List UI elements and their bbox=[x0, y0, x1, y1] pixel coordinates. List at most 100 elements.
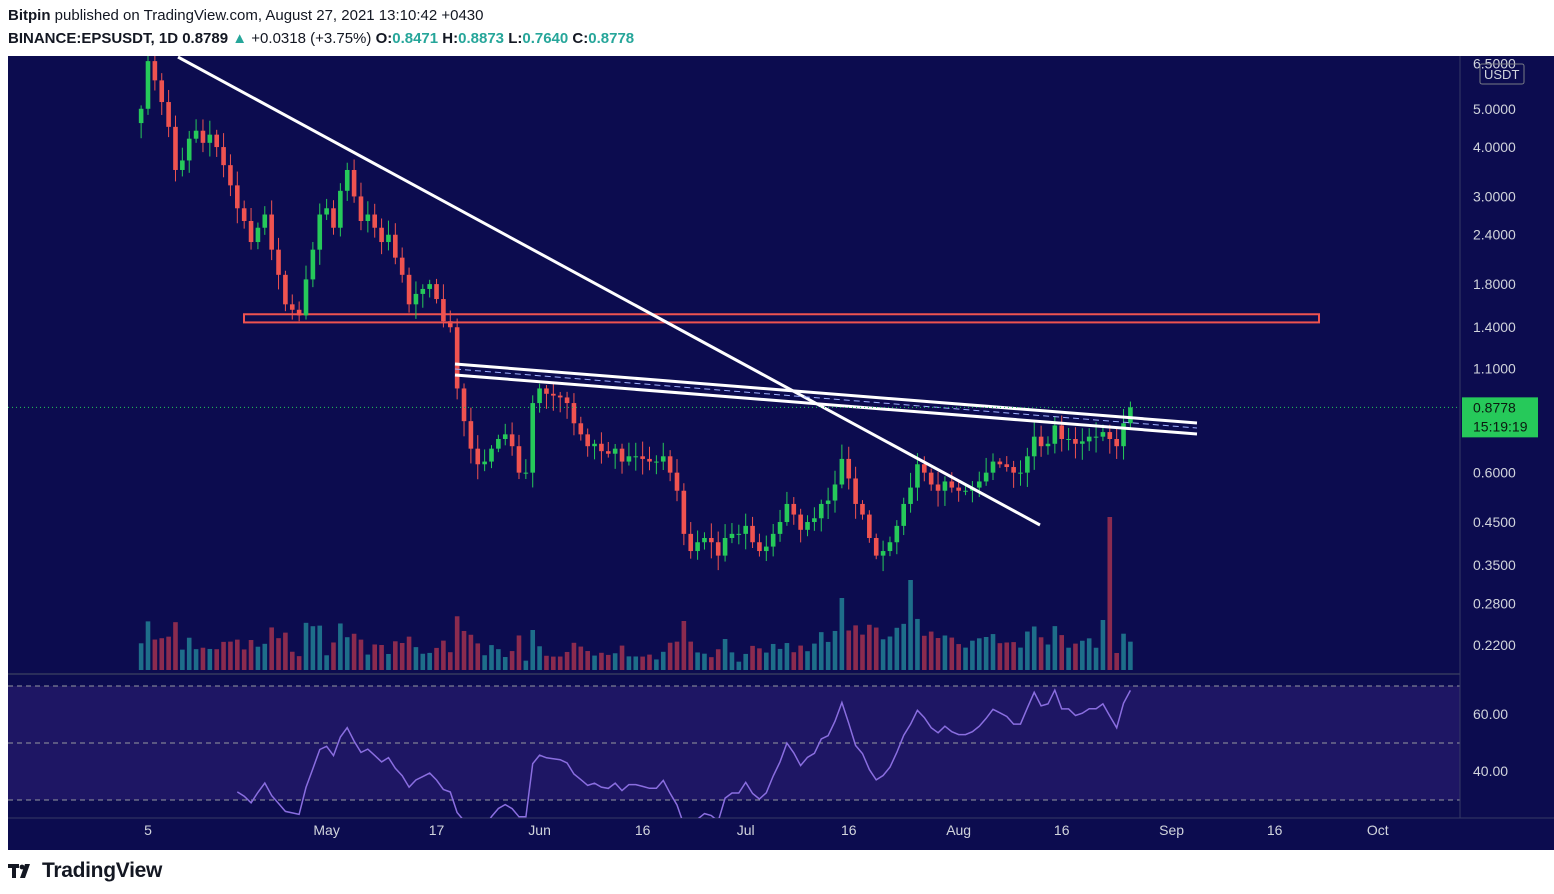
candle-body bbox=[599, 443, 604, 452]
candle-body bbox=[757, 542, 762, 552]
high-value: 0.8873 bbox=[458, 30, 505, 47]
volume-bar bbox=[976, 638, 982, 670]
candle-body bbox=[743, 525, 748, 534]
volume-bar bbox=[461, 630, 467, 670]
volume-bar bbox=[1073, 643, 1078, 670]
volume-bar bbox=[235, 639, 240, 670]
candle-body bbox=[289, 304, 295, 310]
volume-bar bbox=[688, 641, 694, 670]
volume-bar bbox=[228, 641, 233, 670]
candle-body bbox=[283, 274, 288, 305]
price-chart[interactable]: 6.50005.00004.00003.00002.40001.80001.40… bbox=[0, 54, 1554, 850]
volume-bar bbox=[193, 649, 199, 670]
tradingview-brand[interactable]: TradingView bbox=[42, 859, 163, 882]
last-price-label: 0.8778 bbox=[1473, 399, 1516, 415]
close-value: 0.8778 bbox=[588, 30, 635, 47]
candle-body bbox=[750, 525, 755, 543]
x-tick-label: Sep bbox=[1159, 822, 1184, 838]
candle-body bbox=[1080, 441, 1085, 444]
y-tick-label: 3.0000 bbox=[1473, 188, 1516, 204]
volume-bar bbox=[173, 622, 178, 670]
tradingview-logo-icon[interactable] bbox=[8, 863, 36, 879]
volume-bar bbox=[489, 645, 494, 670]
volume-bar bbox=[901, 623, 906, 670]
candle-body bbox=[303, 279, 309, 316]
candle-body bbox=[145, 61, 151, 109]
candle-body bbox=[1128, 407, 1133, 424]
volume-bar bbox=[1025, 631, 1030, 670]
volume-bar bbox=[633, 656, 639, 670]
volume-bar bbox=[667, 642, 673, 670]
volume-bar bbox=[846, 630, 852, 670]
volume-bar bbox=[640, 656, 645, 670]
candle-body bbox=[647, 458, 652, 462]
volume-bar bbox=[709, 657, 714, 670]
candle-body bbox=[853, 478, 858, 504]
volume-bar bbox=[825, 641, 831, 670]
candle-body bbox=[654, 461, 659, 463]
volume-bar bbox=[784, 643, 790, 670]
candle-body bbox=[715, 542, 721, 556]
volume-bar bbox=[1059, 635, 1065, 670]
volume-bar bbox=[551, 656, 556, 670]
volume-bar bbox=[619, 645, 625, 670]
volume-bar bbox=[496, 649, 501, 670]
volume-bar bbox=[145, 621, 151, 670]
candle-body bbox=[605, 451, 611, 454]
candle-body bbox=[420, 288, 426, 294]
volume-bar bbox=[1086, 638, 1092, 670]
x-tick-label: Jun bbox=[528, 822, 551, 838]
candle-body bbox=[592, 443, 597, 447]
channel-mid-line bbox=[454, 368, 1198, 429]
candle-body bbox=[427, 284, 432, 289]
volume-bar bbox=[214, 649, 219, 670]
volume-bar bbox=[1066, 647, 1071, 670]
volume-bar bbox=[255, 646, 261, 670]
candle-body bbox=[915, 464, 920, 488]
x-tick-label: Oct bbox=[1367, 822, 1389, 838]
volume-bar bbox=[702, 653, 707, 670]
author-name[interactable]: Bitpin bbox=[8, 7, 51, 24]
volume-bar bbox=[557, 656, 563, 670]
volume-bar bbox=[399, 643, 405, 670]
candle-body bbox=[846, 458, 852, 479]
x-tick-label: 16 bbox=[635, 822, 651, 838]
candle-body bbox=[365, 214, 371, 221]
volume-bar bbox=[537, 646, 542, 670]
candle-body bbox=[1052, 425, 1058, 444]
x-tick-label: 16 bbox=[1267, 822, 1283, 838]
symbol-label[interactable]: BINANCE:EPSUSDT, 1D bbox=[8, 30, 179, 47]
channel-upper-line bbox=[454, 362, 1198, 425]
volume-bar bbox=[832, 630, 838, 670]
candle-body bbox=[475, 448, 481, 465]
y-tick-label: 1.8000 bbox=[1473, 276, 1516, 292]
open-label: O: bbox=[375, 30, 393, 47]
candle-body bbox=[496, 438, 501, 449]
candle-body bbox=[241, 208, 247, 221]
volume-bar bbox=[715, 649, 721, 670]
candle-body bbox=[818, 503, 824, 519]
candle-body bbox=[935, 484, 941, 491]
low-value: 0.7640 bbox=[522, 30, 569, 47]
candle-body bbox=[702, 538, 707, 543]
candle-body bbox=[248, 220, 254, 243]
candle-body bbox=[255, 227, 261, 243]
volume-bar bbox=[379, 645, 384, 670]
candle-body bbox=[193, 130, 199, 139]
volume-bar bbox=[1004, 642, 1010, 670]
candle-body bbox=[770, 533, 776, 547]
volume-bar bbox=[447, 652, 453, 670]
volume-bar bbox=[983, 636, 989, 670]
volume-bar bbox=[729, 652, 735, 670]
volume-bar bbox=[1093, 647, 1099, 670]
volume-bar bbox=[1031, 626, 1037, 670]
candle-body bbox=[173, 126, 178, 170]
candle-body bbox=[695, 542, 700, 552]
candle-body bbox=[1045, 443, 1051, 447]
candle-body bbox=[928, 472, 934, 485]
candle-body bbox=[358, 196, 364, 221]
published-text: published on TradingView.com, August 27,… bbox=[54, 7, 484, 24]
candle-body bbox=[640, 456, 645, 459]
candle-body bbox=[798, 514, 803, 530]
volume-bar bbox=[1011, 642, 1016, 670]
